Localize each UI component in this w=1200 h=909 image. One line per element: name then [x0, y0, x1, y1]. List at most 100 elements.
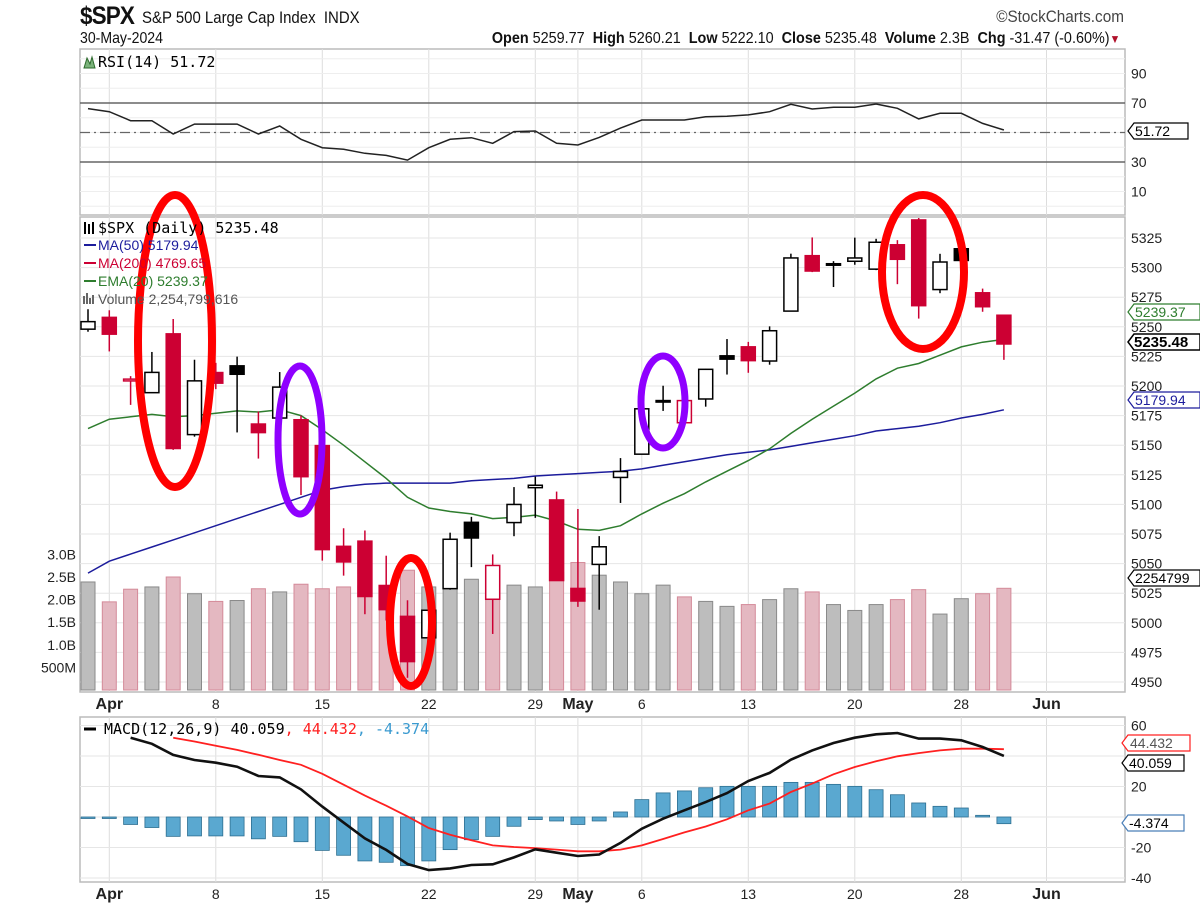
macd-histogram-bar [506, 816, 522, 827]
candle-body [506, 503, 522, 524]
rsi-tick-label: 90 [1131, 66, 1147, 82]
candle-body [570, 587, 586, 602]
macd-histogram-bar [187, 816, 202, 837]
macd-histogram-bar [421, 816, 437, 862]
macd-histogram-bar [208, 816, 224, 837]
candle-body [144, 371, 160, 394]
price-tick-label: 4975 [1131, 644, 1162, 660]
candlestick [527, 476, 544, 518]
signal-tag-text: 44.432 [1130, 735, 1173, 751]
volume-tick-label: 1.5B [47, 614, 76, 630]
ma50-tag-text: 5179.94 [1135, 392, 1186, 408]
volume-bar [463, 578, 479, 691]
candle-body [825, 262, 842, 266]
date-tick-label: 13 [741, 886, 757, 902]
candlestick [144, 351, 160, 394]
indicator-lines [80, 103, 1012, 872]
macd-histogram-bar [953, 807, 969, 818]
price-tick-label: 5025 [1131, 585, 1162, 601]
price-legend: $SPX (Daily) 5235.48 MA(50) 5179.94 MA(2… [83, 219, 279, 307]
macd-legend-text: MACD(12,26,9) 40.059, 44.432, -4.374 [104, 720, 429, 738]
date-tick-label: 15 [315, 886, 331, 902]
macd-histogram-bar [634, 799, 650, 818]
volume-bar [613, 581, 628, 691]
candle-body [399, 615, 416, 663]
macd-histogram-bar [847, 785, 863, 818]
price-tick-label: 5175 [1131, 408, 1162, 424]
candlestick [740, 341, 757, 373]
candlestick [506, 487, 522, 537]
volume-bar [698, 600, 714, 691]
macd-histogram-bar [80, 816, 96, 819]
signal-line [173, 736, 1004, 853]
axes: 90 70 30 10 5325 5300 5275 5250 5225 5200 5175 5150… [41, 66, 1162, 904]
price-tick-label: 5075 [1131, 526, 1162, 542]
date-tick-label: 6 [638, 886, 646, 902]
candle-body [484, 564, 501, 601]
close-value-tag: 5235.48 [1127, 333, 1200, 351]
date-tick-label: May [562, 886, 593, 903]
volume-bar [783, 588, 799, 691]
macd-histogram-bar [591, 816, 607, 822]
candle-body [165, 333, 181, 450]
macd-histogram-bar [123, 816, 138, 825]
macd-tick-label: 60 [1131, 718, 1147, 734]
candle-body [783, 257, 799, 312]
hist-value: -4.374 [375, 720, 429, 738]
date-tick-label: Apr [96, 886, 124, 903]
volume-tick-label: 2.0B [47, 592, 76, 608]
macd-histogram-bar [527, 816, 543, 820]
candlestick [889, 240, 906, 285]
price-tick-label: 4950 [1131, 674, 1162, 690]
candlestick [186, 359, 203, 437]
candlestick [655, 385, 671, 411]
low-value: 5222.10 [721, 30, 774, 47]
candlestick [101, 310, 118, 352]
candle-body [527, 484, 544, 489]
annotations [134, 191, 968, 690]
quote-summary: Open 5259.77 High 5260.21 Low 5222.10 Cl… [492, 30, 1120, 48]
stockcharts-copyright[interactable]: ©StockCharts.com [996, 7, 1124, 26]
rsi-legend-text: RSI(14) 51.72 [98, 53, 215, 71]
volume-tick-label: 500M [41, 659, 76, 675]
volume-bar [293, 583, 309, 691]
date-tick-label: 6 [638, 696, 646, 712]
macd-histogram-bar [463, 816, 479, 841]
candle-body [463, 521, 480, 539]
macd-line [130, 731, 1005, 872]
volume-bars [80, 562, 1012, 691]
candlestick [825, 261, 842, 288]
candle-body [761, 329, 778, 362]
macd-tag-text: 40.059 [1129, 755, 1172, 771]
candlestick [250, 411, 267, 459]
candle-body [357, 540, 373, 598]
red-ellipse-annotation [134, 191, 216, 491]
date-tick-label: 29 [528, 886, 544, 902]
rsi-legend: RSI(14) 51.72 [83, 53, 215, 71]
candlestick [697, 368, 714, 407]
candle-body [80, 320, 96, 330]
volume-bar [634, 593, 650, 691]
volume-bar [762, 599, 778, 691]
macd-histogram-bar [165, 816, 181, 837]
volume-bar [889, 599, 905, 691]
date-tick-label: 13 [741, 696, 757, 712]
macd-histogram-bar [378, 816, 394, 863]
price-tick-label: 5300 [1131, 260, 1162, 276]
index-name: S&P 500 Large Cap Index INDX [142, 8, 360, 28]
price-tick-label: 5100 [1131, 496, 1162, 512]
legend-volume: Volume 2,254,799,616 [98, 291, 238, 307]
price-tick-label: 5250 [1131, 319, 1162, 335]
date-tick-label: Apr [96, 696, 124, 713]
macd-histogram-bar [975, 814, 990, 818]
close-value: 5235.48 [824, 30, 877, 47]
legend-ma200: MA(200) 4769.65 [98, 255, 206, 271]
macd-histogram-bar [570, 816, 586, 825]
close-tag-text: 5235.48 [1134, 334, 1188, 351]
candlestick [570, 508, 586, 607]
volume-bar [549, 571, 565, 691]
macd-tick-label: -20 [1131, 840, 1151, 856]
red-ellipse-annotation [878, 191, 968, 353]
macd-value-tag: 40.059 [1121, 754, 1185, 772]
candlestick [761, 326, 778, 365]
